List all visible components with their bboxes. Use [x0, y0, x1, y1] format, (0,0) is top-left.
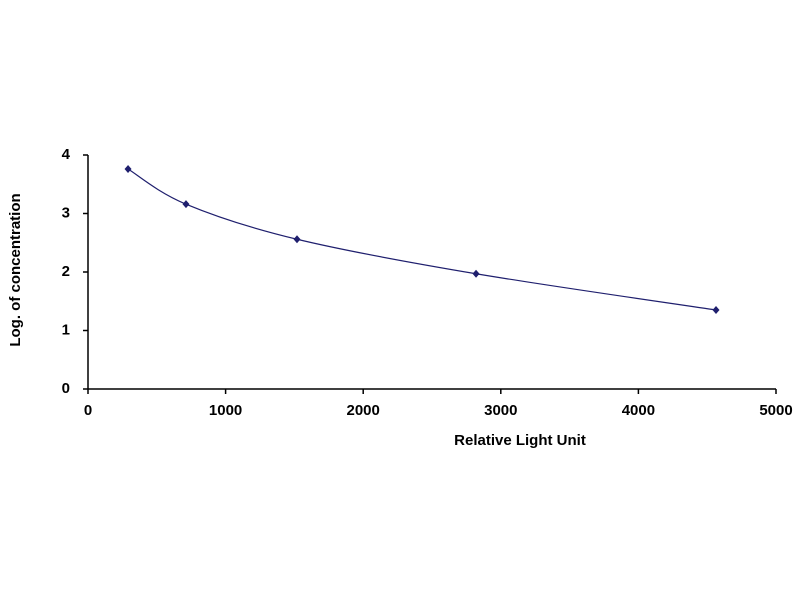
- point: [472, 269, 480, 278]
- curve: [127, 168, 717, 311]
- x-tick-label: 1000: [209, 402, 242, 419]
- point: [712, 306, 720, 315]
- x-tick-label: 0: [84, 402, 92, 419]
- point: [124, 165, 132, 174]
- x-tick-label: 5000: [759, 402, 792, 419]
- y-tick-label: 0: [62, 380, 70, 397]
- y-tick-label: 2: [62, 263, 70, 280]
- x-tick-label: 4000: [622, 402, 655, 419]
- y-tick-label: 3: [62, 204, 70, 221]
- y-tick-label: 1: [62, 321, 70, 338]
- x-tick-label: 3000: [484, 402, 517, 419]
- y-axis-title: Log. of concentration: [7, 193, 24, 346]
- x-axis-title: Relative Light Unit: [454, 432, 586, 449]
- x-tick-label: 2000: [347, 402, 380, 419]
- point: [182, 200, 190, 209]
- point: [293, 235, 301, 244]
- y-tick-label: 4: [62, 146, 71, 163]
